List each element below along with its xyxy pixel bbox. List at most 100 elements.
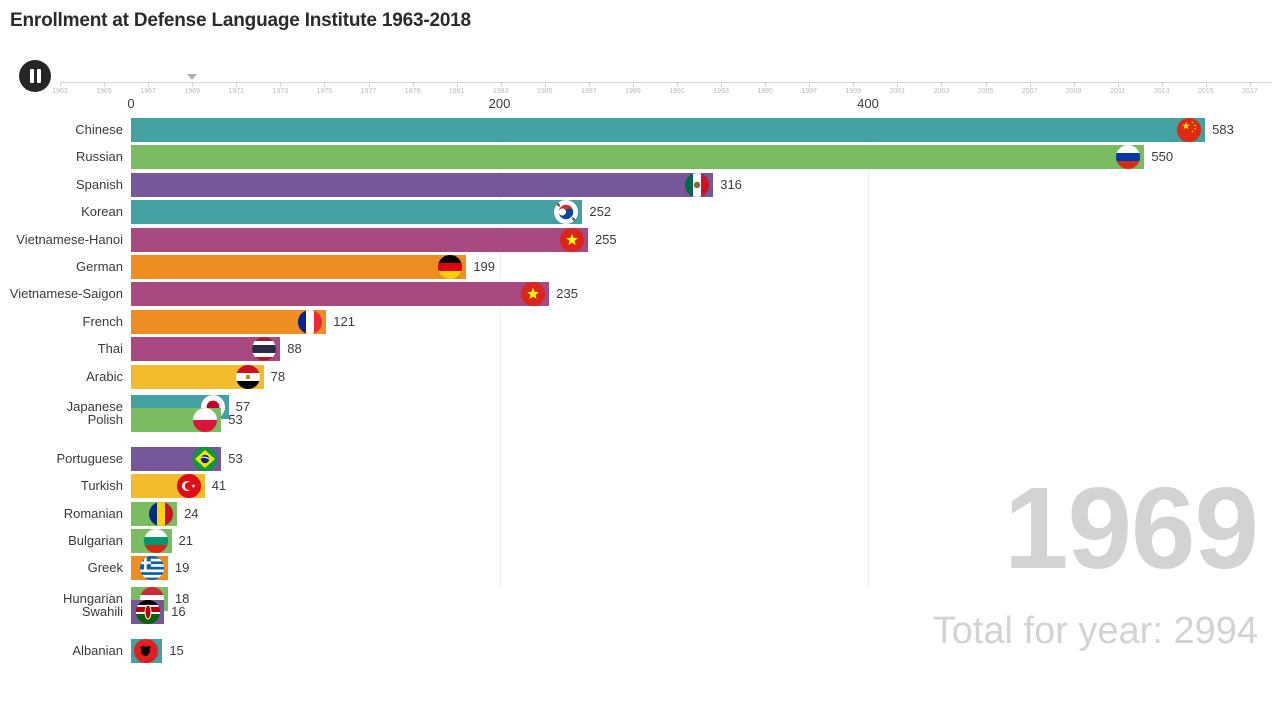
vn-flag-icon: [559, 227, 584, 252]
bar-row[interactable]: Vietnamese-Saigon 235: [0, 282, 1280, 307]
timeline-tick: [632, 82, 634, 87]
total-for-year-label: Total for year: 2994: [932, 610, 1258, 652]
timeline-tick: [456, 82, 458, 87]
timeline-tick-label: 2009: [1065, 88, 1082, 95]
bar-row[interactable]: Romanian 24: [0, 501, 1280, 526]
timeline-tick: [544, 82, 546, 87]
timeline-tick: [1249, 82, 1251, 87]
bar-value: 24: [184, 505, 199, 521]
ke-flag-icon: [136, 600, 161, 625]
vn-flag-icon: [521, 282, 546, 307]
bar[interactable]: [131, 309, 327, 334]
bar-label: Hungarian: [63, 590, 123, 606]
bar[interactable]: [131, 172, 714, 197]
bar-row[interactable]: Russian 550: [0, 145, 1280, 170]
timeline-tick-label: 1963: [52, 88, 68, 95]
bar-label: Portuguese: [56, 450, 124, 466]
timeline-tick: [941, 82, 943, 87]
bar-row[interactable]: Chinese 583: [0, 118, 1280, 142]
timeline-tick-label: 1989: [625, 88, 641, 95]
kr-flag-icon: [554, 200, 579, 225]
bg-flag-icon: [143, 529, 168, 553]
bar-value: 199: [473, 259, 496, 274]
bar-value: 235: [556, 286, 578, 302]
mx-flag-icon: [685, 172, 710, 197]
de-flag-icon: [438, 255, 463, 279]
bar[interactable]: [131, 145, 1145, 170]
timeline-tick: [1117, 82, 1119, 87]
timeline-tick-label: 1971: [228, 88, 245, 95]
bar-row[interactable]: Albanian 15: [0, 638, 1280, 663]
pause-icon-bar-right: [37, 69, 41, 83]
bar-label: Thai: [97, 341, 123, 357]
bar-row[interactable]: Thai 88: [0, 337, 1280, 362]
timeline-tick: [853, 82, 855, 87]
bar-row[interactable]: Portuguese 53: [0, 446, 1280, 471]
timeline-tick: [897, 82, 899, 87]
bar-row[interactable]: Bulgarian 21: [0, 529, 1280, 553]
timeline-tick-label: 2017: [1242, 88, 1258, 95]
bar[interactable]: [131, 282, 550, 307]
timeline-tick: [324, 82, 326, 87]
timeline-tick-label: 2001: [889, 88, 906, 95]
bar-label: Albanian: [72, 642, 123, 658]
eg-flag-icon: [235, 364, 260, 389]
timeline-tick: [721, 82, 723, 87]
timeline-tick-label: 1969: [184, 88, 200, 95]
x-axis-gridline: [868, 118, 869, 588]
bar-row[interactable]: French 121: [0, 309, 1280, 334]
bar-label: Russian: [76, 149, 123, 165]
ru-flag-icon: [1116, 145, 1141, 170]
bar-label: Chinese: [75, 122, 123, 137]
timeline-slider[interactable]: 1963 1965 1967 1969 1971 1973 1975 1977 1979 1981…: [52, 74, 1272, 95]
bar-label: Spanish: [76, 176, 123, 192]
bar[interactable]: [131, 118, 1206, 142]
timeline-tick-label: 2011: [1110, 88, 1126, 95]
play-pause-button[interactable]: [19, 60, 51, 92]
bar-row[interactable]: Vietnamese-Hanoi 255: [0, 227, 1280, 252]
timeline-tick: [1161, 82, 1163, 87]
timeline-tick-label: 1973: [272, 88, 289, 95]
x-axis-tick-label: 200: [488, 96, 511, 111]
bar-label: Vietnamese-Saigon: [9, 286, 123, 302]
x-axis-gridline: [499, 118, 501, 588]
th-flag-icon: [252, 337, 277, 362]
bar-row[interactable]: Korean 252: [0, 200, 1280, 225]
bar-row[interactable]: Polish 53: [0, 408, 1280, 433]
bar-row[interactable]: German 199: [0, 255, 1280, 279]
timeline-tick-label: 2003: [933, 88, 950, 95]
bar-value: 53: [228, 412, 243, 428]
timeline-handle[interactable]: [187, 74, 198, 80]
bar-label: Swahili: [81, 604, 123, 620]
tr-flag-icon: [176, 474, 201, 499]
timeline-tick-label: 1983: [492, 88, 509, 95]
timeline-track[interactable]: [60, 82, 1272, 83]
timeline-tick: [500, 82, 502, 87]
bar-label: Korean: [81, 204, 123, 220]
timeline-tick-label: 1995: [757, 88, 773, 95]
bar-value: 18: [174, 590, 190, 606]
gr-flag-icon: [139, 556, 164, 581]
timeline-tick: [368, 82, 370, 87]
timeline-tick-label: 1979: [404, 88, 421, 95]
page-title: Enrollment at Defense Language Institute…: [10, 10, 471, 31]
bar-row[interactable]: Spanish 316: [0, 172, 1280, 197]
timeline-tick-label: 2007: [1021, 88, 1038, 95]
bar-row[interactable]: Swahili 16: [0, 600, 1280, 625]
bar[interactable]: [131, 200, 583, 225]
bar-value: 57: [235, 398, 251, 414]
timeline-tick-label: 1985: [537, 88, 553, 95]
timeline-tick-label: 1999: [845, 88, 862, 95]
bar-row[interactable]: Greek 19: [0, 556, 1280, 581]
timeline-tick: [60, 82, 61, 87]
bar[interactable]: [131, 227, 588, 252]
bar-row[interactable]: Turkish 41: [0, 474, 1280, 499]
timeline-tick-label: 1993: [713, 88, 729, 95]
bar-label: Greek: [87, 560, 123, 576]
bar-value: 41: [211, 478, 227, 494]
bar-row[interactable]: Arabic 78: [0, 364, 1280, 389]
al-flag-icon: [134, 638, 159, 663]
bar[interactable]: [131, 255, 467, 279]
bar-value: 16: [171, 604, 186, 620]
